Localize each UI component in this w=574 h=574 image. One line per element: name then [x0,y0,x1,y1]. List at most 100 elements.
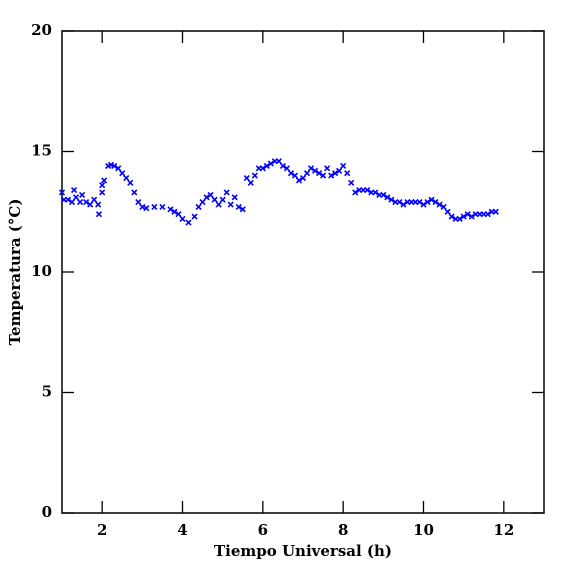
point [267,160,274,167]
point [123,174,130,182]
point [151,203,158,210]
point [99,189,106,196]
y-tick-label: 15 [31,142,52,160]
point [436,201,443,208]
x-tick-label: 10 [413,521,434,539]
x-tick-label: 12 [493,521,514,539]
point [87,201,94,208]
x-axis-label: Tiempo Universal (h) [214,542,392,560]
point [340,162,347,170]
point [247,179,254,186]
point [115,165,122,172]
point [396,199,403,206]
point [175,211,182,218]
point [307,165,315,172]
point [380,191,387,198]
point [99,182,106,189]
point [295,177,303,184]
point [283,165,290,172]
point [444,208,451,215]
point [58,189,66,196]
point [324,165,331,172]
point [72,194,80,201]
point [287,170,295,177]
point [311,167,319,174]
y-tick-label: 5 [42,383,52,401]
point [432,199,439,206]
point [199,199,206,206]
point [215,201,222,208]
point [492,208,499,215]
point [259,165,266,172]
point [320,172,327,179]
point [195,203,202,210]
point [440,203,447,210]
point [64,196,72,203]
point [127,179,134,186]
point [316,170,323,177]
point [352,189,359,196]
point [263,162,270,170]
point [336,167,343,174]
point [332,170,339,177]
point [83,199,90,206]
point [251,172,258,179]
point [159,203,166,210]
x-tick-label: 8 [338,521,348,539]
point [348,179,355,186]
point [219,196,226,203]
x-tick-label: 6 [258,521,268,539]
point [231,194,238,201]
point [424,199,431,206]
point [456,215,463,223]
point [185,219,192,226]
point [203,194,210,201]
point [119,170,126,177]
point [464,211,471,218]
point [68,199,76,206]
point [227,201,234,208]
point [364,186,371,194]
point [79,191,86,198]
point [384,194,391,201]
point [135,199,142,206]
point [191,213,198,220]
point [303,170,311,177]
point [211,196,218,203]
point [275,158,282,165]
point [179,215,186,223]
point [235,203,242,210]
point [239,206,246,213]
point [167,206,174,213]
point [291,172,299,179]
point [131,189,138,196]
y-tick-label: 20 [31,21,52,39]
x-tick-label: 4 [177,521,187,539]
point [428,196,435,203]
x-tick-label: 2 [97,521,107,539]
point [143,205,150,212]
point [207,191,214,198]
point [279,162,286,170]
point [468,213,475,220]
point [223,189,230,196]
point [460,213,467,220]
point [77,199,84,206]
point [91,196,98,203]
point [95,211,103,218]
plot-frame [61,30,545,514]
point [328,172,335,179]
point [299,174,307,182]
point [400,201,407,208]
point [111,162,118,170]
point [484,211,491,218]
point [388,196,395,203]
y-tick-label: 10 [31,262,52,280]
point [95,201,102,208]
y-tick-label: 0 [42,503,52,521]
point [344,170,351,177]
point [171,208,178,215]
point [416,199,423,206]
point [139,203,146,210]
